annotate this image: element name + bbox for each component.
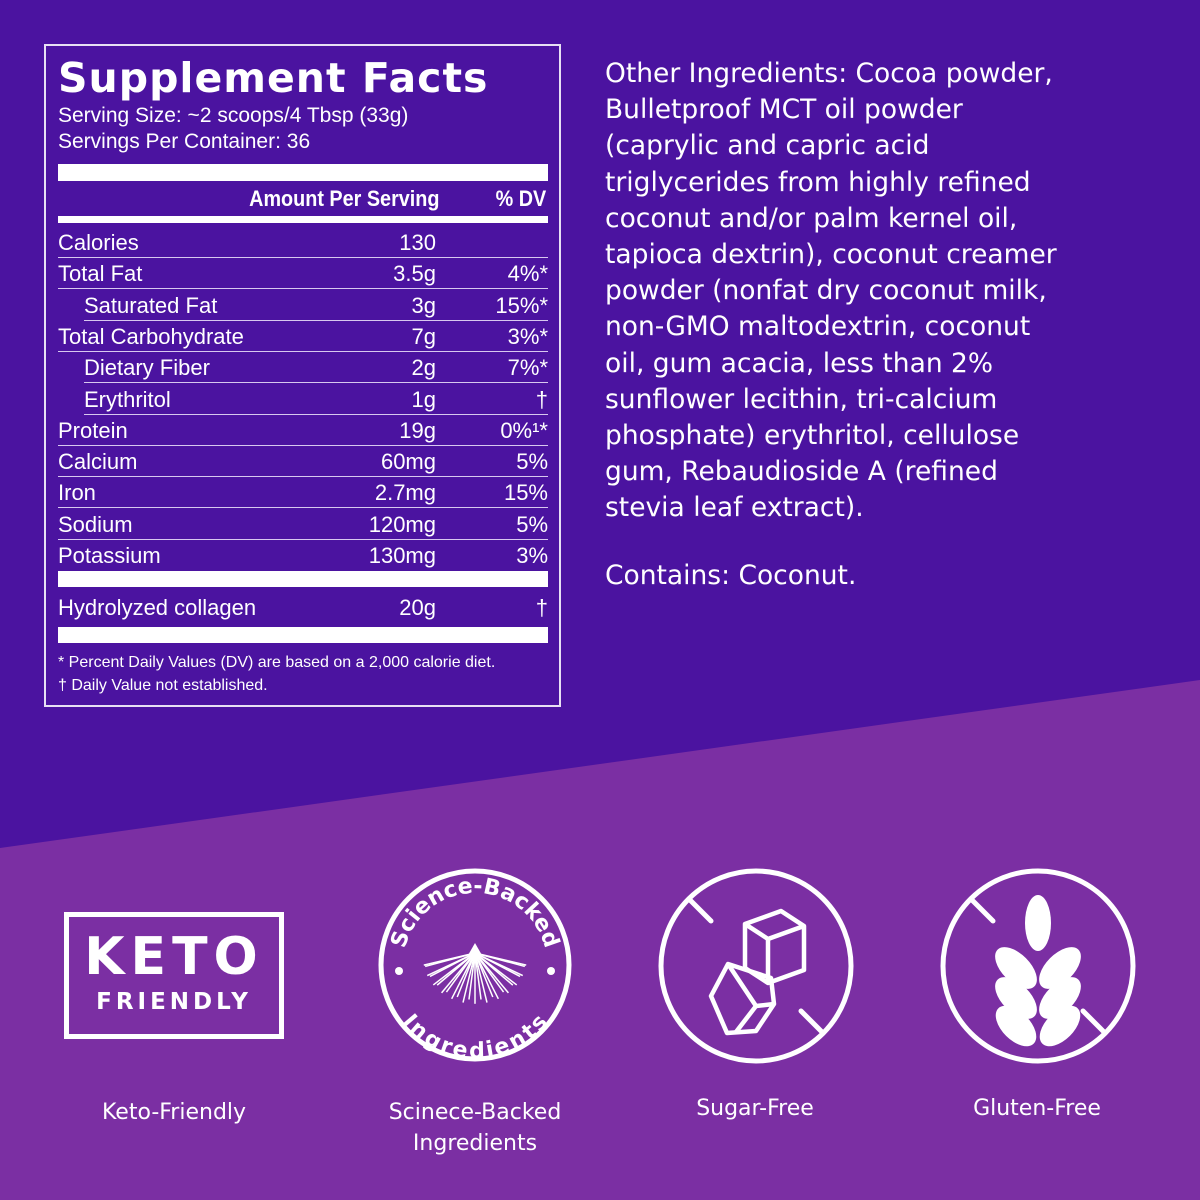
nutrient-row: Calories 130 (58, 227, 548, 258)
seal-bottom-text: Ingredients (397, 1010, 553, 1064)
other-ingredients: Other Ingredients: Cocoa powder, Bulletp… (605, 58, 1057, 524)
nutrient-dv: 5% (516, 511, 548, 537)
nutrient-dv: † (535, 386, 548, 412)
label-sugar-free: Sugar-Free (696, 1096, 814, 1121)
nutrient-name: Total Fat (58, 261, 143, 287)
nutrient-amount: 7g (411, 323, 436, 349)
nutrient-row: Protein 19g 0%¹* (58, 415, 548, 446)
nutrient-row: Iron 2.7mg 15% (58, 477, 548, 509)
label-keto-friendly: Keto-Friendly (101, 1100, 247, 1125)
nutrient-name: Potassium (58, 543, 161, 568)
nutrient-name: Protein (58, 417, 128, 443)
nutrient-amount: 130mg (368, 543, 436, 568)
nutrient-row: Total Carbohydrate 7g 3%* (58, 321, 548, 352)
nutrient-name: Iron (58, 480, 96, 506)
nutrient-row: Calcium 60mg 5% (58, 446, 548, 478)
nutrient-dv: 0%¹* (500, 417, 548, 443)
supplement-facts-panel: Supplement Facts Serving Size: ~2 scoops… (44, 44, 561, 707)
label-science-backed: Scinece-Backed Ingredients (388, 1100, 562, 1156)
keto-badge-icon: KETO FRIENDLY (64, 912, 284, 1039)
serving-size: Serving Size: ~2 scoops/4 Tbsp (33g) (58, 104, 409, 127)
nutrient-name: Calcium (58, 449, 138, 475)
nutrient-name: Total Carbohydrate (58, 323, 244, 349)
nutrient-row: Dietary Fiber 2g 7%* (84, 352, 548, 384)
nutrient-name: Erythritol (84, 386, 171, 412)
nutrient-row: Erythritol 1g † (84, 384, 548, 415)
nutrient-dv: 3%* (507, 323, 548, 349)
thick-divider (58, 627, 548, 643)
no-gluten-icon (940, 868, 1136, 1064)
nutrient-amount: 130 (399, 230, 436, 255)
nutrient-dv: 4%* (507, 261, 548, 287)
nutrient-name: Sodium (58, 511, 133, 537)
nutrient-dv: 15% (503, 480, 548, 506)
bottom-band (0, 680, 1200, 1200)
nutrient-amount: 60mg (380, 449, 436, 475)
footnote-dagger: † Daily Value not established. (58, 677, 268, 694)
allergen-statement: Contains: Coconut. (605, 560, 857, 591)
nutrient-amount: 1g (411, 386, 436, 412)
svg-text:Science-Backed: Science-Backed (386, 874, 563, 951)
header-amount: Amount Per Serving (248, 186, 439, 211)
nutrient-name: Dietary Fiber (84, 355, 210, 381)
nutrient-amount: 120mg (368, 511, 436, 537)
nutrient-row: Potassium 130mg 3% (58, 540, 548, 571)
nutrient-row: Saturated Fat 3g 15%* (84, 290, 548, 321)
thick-divider (58, 164, 548, 181)
nutrient-dv: 7%* (507, 355, 548, 381)
svg-text:Ingredients: Ingredients (397, 1010, 553, 1064)
science-backed-seal-icon: Science-Backed Ingredients (378, 868, 572, 1064)
nutrient-dv: † (535, 595, 548, 620)
rays-icon (423, 952, 527, 1004)
collagen-row: Hydrolyzed collagen 20g † (58, 592, 548, 623)
keto-badge-text: KETO (84, 927, 264, 987)
footnote-dv: * Percent Daily Values (DV) are based on… (58, 654, 496, 671)
header-dv: % DV (495, 186, 546, 211)
nutrient-amount: 20g (399, 595, 436, 620)
nutrient-amount: 2g (411, 355, 436, 381)
no-sugar-icon (658, 868, 854, 1064)
nutrient-dv: 5% (516, 449, 548, 475)
nutrient-amount: 3g (411, 292, 436, 318)
divider (58, 216, 548, 223)
nutrient-amount: 3.5g (393, 261, 436, 287)
keto-badge-subtext: FRIENDLY (96, 989, 252, 1015)
nutrient-amount: 19g (399, 417, 436, 443)
nutrient-dv: 3% (516, 543, 548, 568)
label-gluten-free: Gluten-Free (973, 1096, 1101, 1121)
nutrient-name: Hydrolyzed collagen (58, 595, 257, 620)
nutrient-row: Sodium 120mg 5% (58, 509, 548, 540)
thick-divider (58, 571, 548, 587)
facts-title: Supplement Facts (58, 54, 489, 102)
nutrient-name: Saturated Fat (84, 292, 218, 318)
seal-top-text: Science-Backed (386, 874, 563, 951)
nutrient-name: Calories (58, 230, 139, 255)
servings-per-container: Servings Per Container: 36 (58, 130, 311, 153)
nutrient-dv: 15%* (495, 292, 548, 318)
nutrient-row: Total Fat 3.5g 4%* (58, 258, 548, 290)
nutrient-amount: 2.7mg (374, 480, 436, 506)
